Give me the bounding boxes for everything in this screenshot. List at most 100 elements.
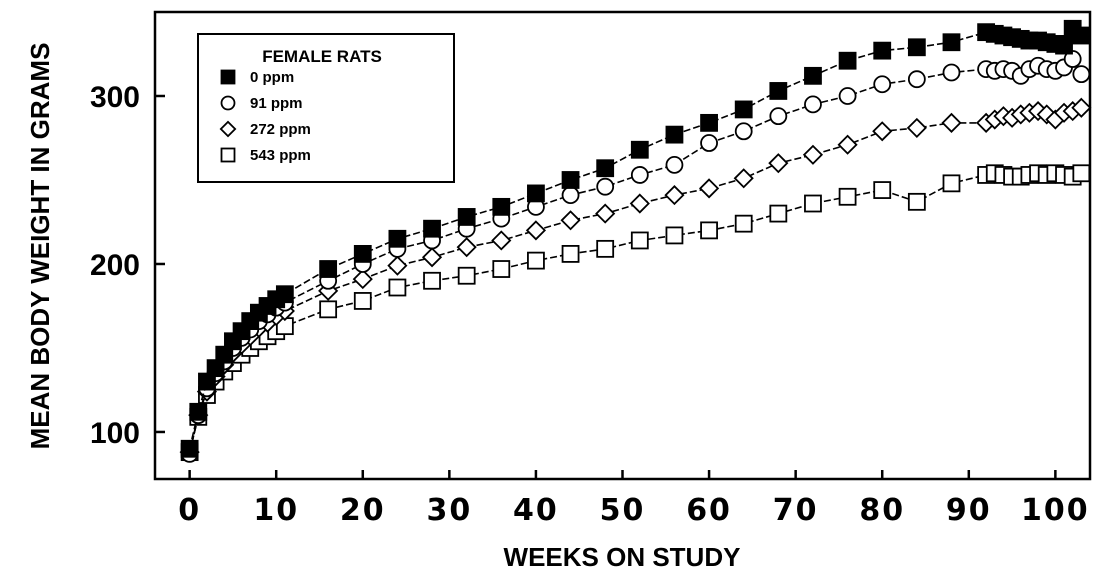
data-point — [491, 230, 512, 251]
x-axis-title: WEEKS ON STUDY — [504, 542, 741, 572]
data-point — [872, 121, 893, 142]
x-tick-label: 100 — [1021, 493, 1090, 528]
data-point — [1072, 65, 1091, 84]
data-point — [942, 33, 961, 52]
data-point — [873, 41, 892, 60]
y-tick-label: 300 — [90, 81, 140, 114]
data-point — [423, 219, 441, 238]
data-point — [527, 251, 545, 270]
data-point — [595, 203, 616, 224]
data-point — [768, 153, 789, 174]
data-point — [492, 197, 511, 216]
y-axis-ticks: 100 200 300 — [90, 81, 165, 450]
data-point — [421, 247, 443, 268]
x-tick-label: 20 — [340, 493, 386, 528]
data-point — [180, 439, 199, 458]
y-axis-title: MEAN BODY WEIGHT IN GRAMS — [25, 43, 55, 450]
data-point — [189, 402, 208, 421]
data-point — [734, 100, 753, 119]
data-point — [319, 300, 338, 319]
data-point — [665, 125, 684, 144]
data-point — [769, 82, 788, 100]
legend-marker — [220, 147, 236, 163]
data-point — [527, 184, 545, 203]
data-point — [456, 237, 477, 258]
data-point — [561, 186, 580, 205]
data-point — [457, 266, 476, 285]
data-point — [353, 244, 372, 263]
data-point — [733, 168, 754, 189]
data-point — [1072, 164, 1091, 183]
data-point — [804, 194, 822, 213]
legend-marker — [219, 120, 237, 138]
data-point — [907, 70, 926, 89]
legend-label: 543 ppm — [250, 147, 311, 164]
y-tick-label: 100 — [90, 417, 140, 450]
data-point — [838, 187, 857, 206]
data-point — [630, 231, 649, 250]
x-tick-label: 60 — [686, 493, 732, 528]
x-tick-label: 10 — [253, 493, 299, 528]
data-point — [838, 87, 857, 105]
x-tick-label: 90 — [946, 493, 992, 528]
data-point — [319, 260, 338, 278]
data-point — [630, 166, 649, 184]
data-point — [804, 66, 822, 85]
x-tick-label: 0 — [178, 493, 201, 528]
data-point — [700, 221, 718, 240]
data-point — [700, 134, 718, 152]
data-point — [665, 226, 684, 245]
legend-title: FEMALE RATS — [262, 47, 382, 66]
data-point — [352, 269, 373, 290]
data-point — [629, 193, 650, 214]
data-point — [1055, 36, 1073, 55]
series-543-ppm — [180, 164, 1091, 462]
data-point — [1072, 26, 1091, 45]
data-point — [665, 155, 684, 174]
legend-marker — [220, 95, 236, 111]
data-point — [942, 174, 961, 193]
data-point — [699, 178, 720, 199]
data-point — [802, 144, 824, 165]
x-axis-ticks: 0 10 20 30 40 50 60 70 80 90 100 — [178, 470, 1090, 528]
data-point — [906, 117, 927, 138]
data-point — [907, 192, 926, 211]
data-point — [907, 38, 926, 57]
series-layer — [179, 19, 1092, 463]
data-point — [596, 159, 615, 178]
data-point — [941, 112, 962, 133]
data-point — [561, 171, 580, 189]
y-tick-label: 200 — [90, 249, 140, 282]
data-point — [492, 260, 511, 278]
x-tick-label: 50 — [600, 493, 646, 528]
data-point — [596, 177, 615, 196]
data-point — [275, 285, 294, 304]
data-point — [734, 122, 753, 141]
legend-box — [197, 33, 455, 183]
legend-marker — [220, 69, 236, 85]
x-tick-label: 40 — [513, 493, 559, 528]
data-point — [596, 239, 615, 258]
data-point — [387, 255, 408, 276]
data-point — [873, 75, 892, 94]
legend-items: 0 ppm 91 ppm 272 ppm 543 ppm — [219, 69, 311, 164]
data-point — [804, 95, 822, 114]
data-point — [525, 220, 546, 241]
data-point — [664, 185, 685, 206]
data-point — [838, 51, 857, 70]
data-point — [561, 244, 580, 263]
data-point — [942, 63, 961, 82]
legend-label: 91 ppm — [250, 95, 303, 112]
data-point — [769, 107, 788, 126]
x-tick-label: 30 — [426, 493, 472, 528]
x-tick-label: 70 — [773, 493, 819, 528]
legend-label: 272 ppm — [250, 121, 311, 138]
data-point — [353, 292, 372, 310]
data-point — [630, 140, 649, 159]
data-point — [560, 210, 581, 231]
data-point — [837, 134, 858, 155]
x-tick-label: 80 — [859, 493, 905, 528]
series-0-ppm — [180, 19, 1091, 458]
data-point — [388, 229, 407, 248]
